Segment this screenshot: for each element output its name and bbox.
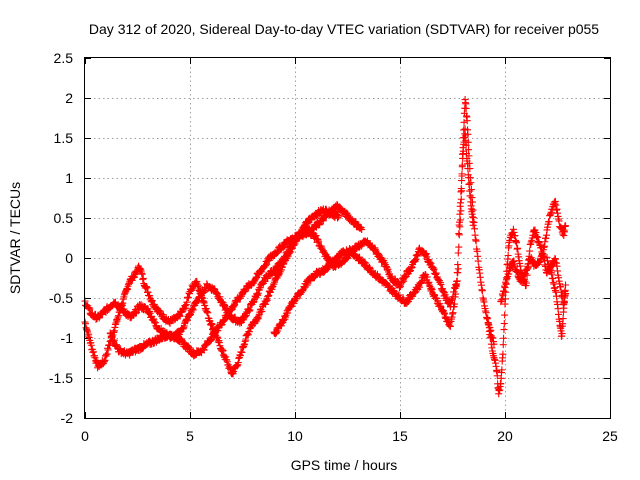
- data-point: [456, 218, 463, 226]
- x-tick-label: 15: [392, 428, 408, 444]
- y-tick-label: 1: [65, 170, 73, 186]
- data-point: [358, 226, 366, 234]
- y-tick-label: -1: [61, 330, 74, 346]
- data-point: [558, 330, 566, 338]
- data-point: [471, 225, 479, 233]
- y-axis-label: SDTVAR / TECUs: [7, 182, 23, 294]
- y-tick-label: -1.5: [49, 370, 73, 386]
- data-point: [498, 366, 506, 374]
- data-point: [502, 280, 510, 288]
- data-point: [526, 247, 534, 255]
- data-point: [562, 281, 570, 289]
- y-tick-label: 2.5: [54, 50, 74, 66]
- data-point: [493, 372, 501, 380]
- data-point: [462, 104, 470, 112]
- x-axis-label: GPS time / hours: [291, 457, 398, 473]
- data-point: [423, 273, 431, 281]
- y-tick-label: 0.5: [54, 210, 74, 226]
- data-point: [465, 180, 473, 188]
- y-tick-label: 0: [65, 250, 73, 266]
- data-point: [559, 315, 567, 323]
- x-tick-label: 25: [602, 428, 618, 444]
- data-point: [458, 161, 466, 169]
- data-point: [465, 146, 473, 154]
- data-point: [453, 277, 461, 285]
- data-point: [505, 270, 513, 278]
- y-tick-label: 1.5: [54, 130, 74, 146]
- series-track-8: [497, 250, 570, 309]
- series-track-7: [484, 197, 570, 398]
- data-point: [457, 185, 465, 193]
- x-tick-label: 20: [497, 428, 513, 444]
- data-point: [454, 261, 462, 269]
- data-point: [462, 141, 470, 149]
- data-point: [457, 207, 465, 215]
- data-point: [460, 118, 468, 126]
- data-point: [461, 125, 469, 133]
- data-point: [561, 294, 568, 302]
- data-point: [455, 243, 463, 251]
- data-points: [81, 96, 570, 398]
- data-point: [500, 334, 508, 342]
- data-point: [465, 174, 473, 182]
- data-point: [485, 321, 493, 329]
- data-point: [487, 333, 495, 341]
- plot-frame: [84, 57, 611, 419]
- data-point: [469, 206, 477, 214]
- data-point: [500, 326, 508, 334]
- data-point: [478, 287, 486, 295]
- series-track-9: [543, 253, 570, 340]
- data-point: [562, 222, 570, 230]
- data-point: [458, 170, 466, 178]
- y-tick-labels: -2 -1.5 -1 -0.5 0 0.5 1 1.5 2 2.5: [49, 50, 73, 426]
- data-point: [545, 218, 553, 226]
- data-point: [467, 186, 475, 194]
- y-tick-label: 2: [65, 90, 73, 106]
- data-point: [335, 213, 343, 221]
- y-tick-label: -0.5: [49, 290, 73, 306]
- data-point: [499, 350, 507, 358]
- data-point: [454, 249, 462, 257]
- data-point: [449, 309, 457, 317]
- x-tick-label: 5: [186, 428, 194, 444]
- data-point: [472, 237, 480, 245]
- data-point: [499, 341, 507, 349]
- data-point: [523, 279, 531, 287]
- x-tick-label: 0: [81, 428, 89, 444]
- data-point: [513, 239, 521, 247]
- data-point: [560, 304, 568, 312]
- data-point: [463, 117, 471, 125]
- data-point: [457, 195, 465, 203]
- data-point: [466, 192, 474, 200]
- data-point: [501, 311, 509, 319]
- data-point: [464, 165, 472, 173]
- data-point: [500, 320, 508, 328]
- data-point: [455, 230, 463, 238]
- chart-title: Day 312 of 2020, Sidereal Day-to-day VTE…: [89, 21, 599, 37]
- data-point: [458, 177, 466, 185]
- data-point: [453, 269, 461, 277]
- data-point: [469, 221, 477, 229]
- series-track-3: [106, 200, 366, 360]
- series-track-4: [270, 245, 462, 338]
- data-point: [456, 210, 464, 218]
- data-point: [504, 252, 512, 260]
- y-tick-label: -2: [61, 410, 74, 426]
- x-tick-label: 10: [287, 428, 303, 444]
- data-point: [457, 199, 465, 207]
- x-tick-labels: 0 5 10 15 20 25: [81, 428, 618, 444]
- series-track-6: [455, 125, 477, 238]
- data-point: [474, 257, 482, 265]
